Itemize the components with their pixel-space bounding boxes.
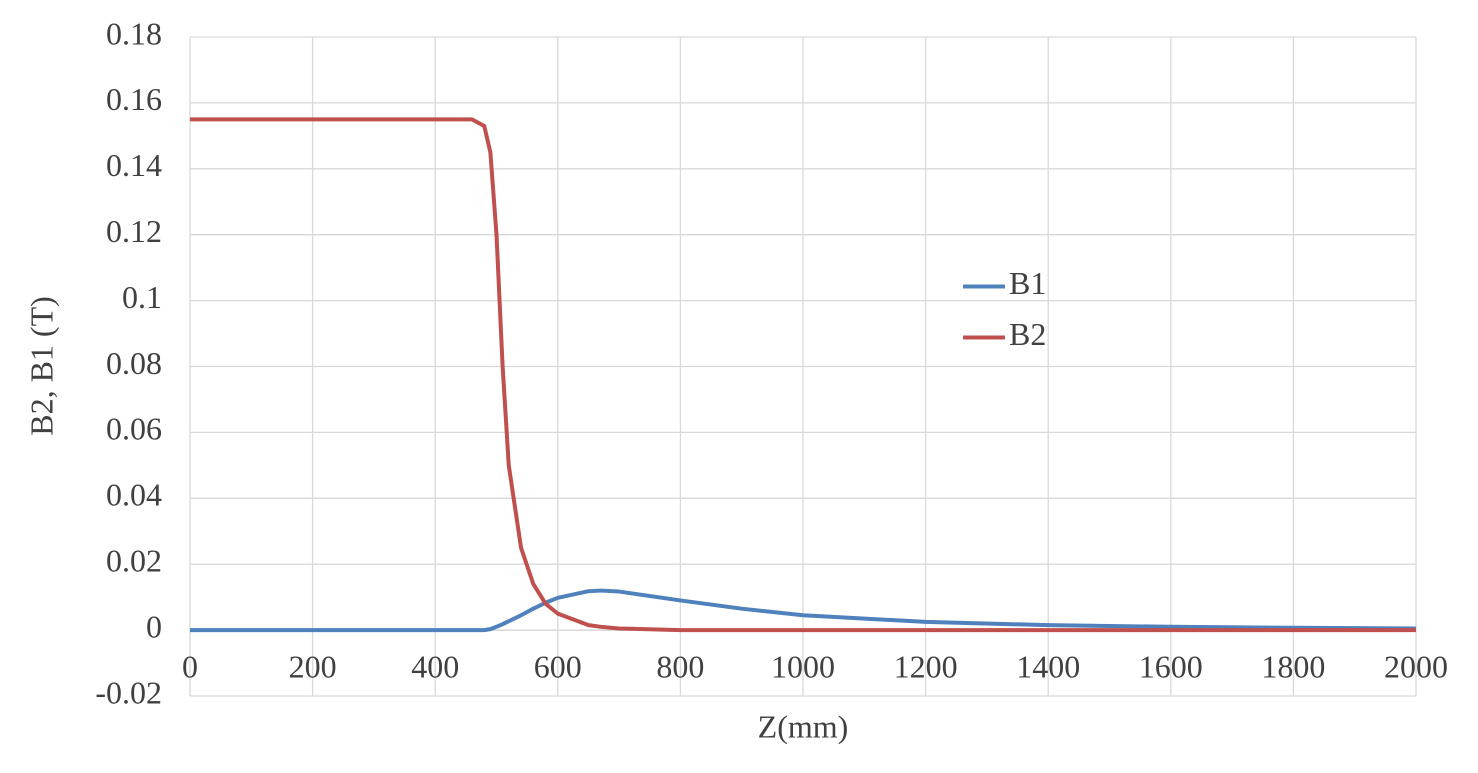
x-tick-label: 2000	[1384, 648, 1448, 684]
line-series	[190, 117, 1416, 633]
x-tick-label: 1400	[1016, 648, 1080, 684]
x-tick-label: 600	[534, 648, 582, 684]
y-axis-title: B2, B1 (T)	[23, 296, 59, 436]
x-tick-label: 1000	[771, 648, 835, 684]
y-tick-label: 0.08	[106, 345, 162, 381]
y-tick-label: 0.04	[106, 477, 162, 513]
x-tick-label: 1200	[894, 648, 958, 684]
y-tick-label: 0.14	[106, 147, 162, 183]
y-tick-label: -0.02	[95, 674, 162, 710]
legend-label: B1	[1009, 265, 1046, 301]
y-tick-label: 0	[146, 608, 162, 644]
y-tick-label: 0.06	[106, 411, 162, 447]
x-tick-label: 0	[182, 648, 198, 684]
x-tick-label: 200	[289, 648, 337, 684]
y-tick-label: 0.1	[122, 279, 162, 315]
y-tick-label: 0.12	[106, 213, 162, 249]
x-tick-label: 1600	[1139, 648, 1203, 684]
y-tick-label: 0.02	[106, 543, 162, 579]
x-tick-label: 800	[656, 648, 704, 684]
x-axis-title: Z(mm)	[758, 708, 849, 744]
x-tick-label: 400	[411, 648, 459, 684]
y-tick-label: 0.16	[106, 81, 162, 117]
x-tick-label: 1800	[1261, 648, 1325, 684]
legend-label: B2	[1009, 316, 1046, 352]
y-tick-label: 0.18	[106, 15, 162, 51]
line-series	[190, 588, 1417, 633]
